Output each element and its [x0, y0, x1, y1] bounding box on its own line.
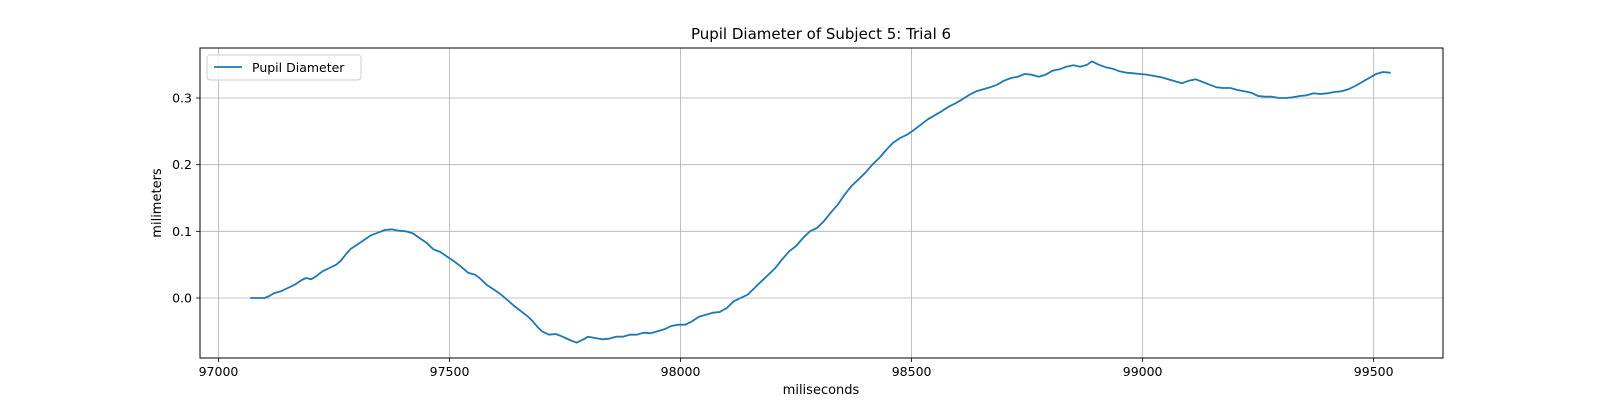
x-axis: 97000 97500 98000 98500 99000 99500 [199, 358, 1394, 379]
x-axis-label: miliseconds [783, 383, 860, 398]
chart-title: Pupil Diameter of Subject 5: Trial 6 [691, 25, 951, 43]
legend-label: Pupil Diameter [252, 60, 345, 75]
y-tick-label: 0.0 [172, 291, 192, 306]
x-tick-label: 99000 [1123, 364, 1163, 379]
x-tick-label: 97000 [199, 364, 239, 379]
x-tick-label: 98500 [892, 364, 932, 379]
pupil-diameter-line [249, 60, 1391, 344]
y-axis: 0.0 0.1 0.2 0.3 [172, 91, 200, 306]
y-tick-label: 0.3 [172, 91, 192, 106]
y-tick-label: 0.2 [172, 157, 192, 172]
y-axis-label: milimeters [150, 168, 165, 238]
plot-area [200, 48, 1443, 358]
legend: Pupil Diameter [206, 54, 362, 81]
series-layer [249, 60, 1391, 344]
x-tick-label: 98000 [661, 364, 701, 379]
legend-box [206, 54, 362, 81]
x-tick-label: 99500 [1354, 364, 1394, 379]
x-tick-label: 97500 [430, 364, 470, 379]
plot-frame [199, 47, 1444, 359]
y-tick-label: 0.1 [172, 224, 192, 239]
